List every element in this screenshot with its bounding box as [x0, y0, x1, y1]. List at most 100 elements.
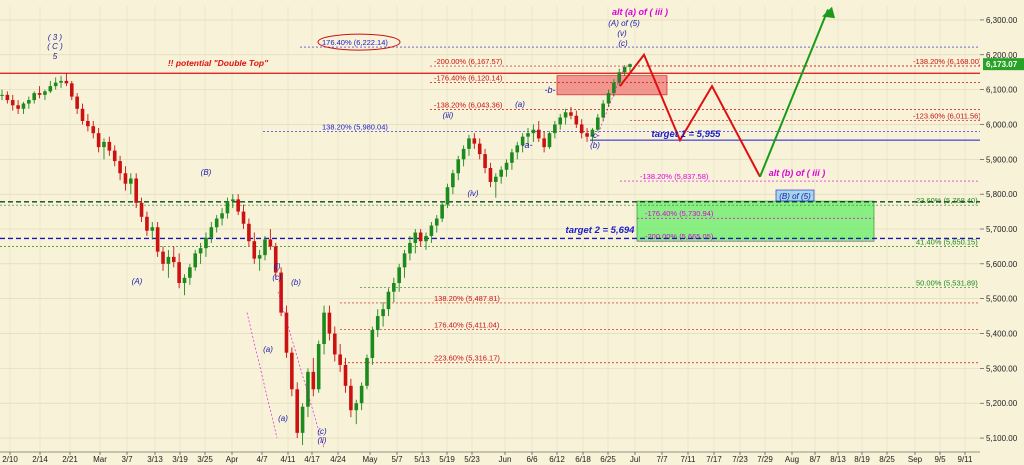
candle-body [279, 272, 283, 313]
candle-body [193, 253, 198, 268]
candle-body [150, 227, 155, 231]
candle-body [145, 216, 149, 231]
projection-red [619, 52, 761, 178]
y-axis: 6,300.00 6,200.00 6,100.00 6,000.00 5,900.00… [980, 0, 1024, 465]
candle-body [263, 239, 267, 256]
fib-label: -200.00% (5,665.05) [645, 232, 714, 241]
label-double-top: !! potential "Double Top" [168, 58, 269, 68]
candle-body [520, 136, 525, 146]
candle-body [204, 237, 208, 249]
candle-body [558, 117, 563, 125]
candle-body [499, 169, 503, 177]
label-v: (v) [617, 29, 627, 38]
candle-body [408, 242, 412, 254]
x-tick-label: 7/29 [757, 455, 773, 464]
candle-body [451, 173, 455, 188]
candle-body [472, 138, 477, 144]
candle-body [129, 178, 133, 184]
x-tick-label: 2/21 [62, 455, 78, 464]
grid [0, 6, 980, 452]
candle-body [257, 255, 262, 259]
fib-label: 138.20% (5,487.81) [434, 294, 500, 303]
candle-body [526, 133, 530, 137]
candle-body [354, 403, 359, 411]
candle-body [574, 115, 579, 125]
x-tick-label: 4/7 [256, 455, 268, 464]
x-tick-label: Aug [785, 455, 799, 464]
y-tick-label: 5,300.00 [986, 364, 1018, 373]
y-tick-label: 5,700.00 [986, 225, 1018, 234]
x-tick-label: 4/24 [330, 455, 346, 464]
x-tick-label: 9/11 [958, 455, 974, 464]
candle-body [418, 232, 423, 242]
last-price-label: 6,173.07 [986, 60, 1018, 69]
label-target-1: target 1 = 5,955 [652, 129, 722, 140]
candle-body [43, 91, 47, 95]
candle-body [166, 256, 171, 264]
label-a: (a) [515, 100, 525, 109]
label-alt-a: alt (a) of ( iii ) [612, 7, 668, 17]
candle-body [231, 199, 235, 202]
candle-body [590, 129, 595, 137]
x-tick-label: Mar [93, 455, 107, 464]
fib-label: -123.60% (6,011.56) [913, 111, 981, 120]
label-c: (c) [272, 273, 282, 282]
label-c-top: (c) [618, 39, 628, 48]
candle-body [381, 309, 385, 317]
x-tick-label: 5/19 [439, 455, 455, 464]
candle-body [21, 103, 26, 109]
y-axis-bg [980, 0, 1024, 465]
candle-body [536, 129, 541, 139]
candle-body [542, 138, 546, 148]
candle-body [601, 103, 605, 118]
x-tick-label: 9/5 [934, 455, 946, 464]
y-tick-label: 5,900.00 [986, 155, 1018, 164]
candle-body [510, 152, 514, 163]
candle-body [268, 239, 273, 247]
candle-body [316, 343, 321, 390]
fib-label: -200.00% (6,167.57) [434, 57, 503, 66]
candle-body [112, 150, 117, 162]
candle-body [53, 82, 58, 87]
x-tick-label: Jul [630, 455, 640, 464]
candle-body [16, 105, 20, 109]
candle-body [488, 168, 493, 182]
x-tick-label: 3/7 [121, 455, 133, 464]
last-price-tag [983, 58, 1024, 71]
candle-body [214, 218, 219, 228]
candle-body [547, 133, 552, 148]
candle-body [247, 223, 251, 242]
y-tick-label: 6,100.00 [986, 86, 1018, 95]
candle-body [504, 162, 509, 170]
candle-body [338, 354, 342, 365]
fib-label: 50.00% (5,531.89) [916, 279, 978, 288]
label-iii: (iii) [443, 111, 454, 120]
candle-body [515, 145, 520, 153]
y-tick-label: 6,200.00 [986, 51, 1018, 60]
x-axis: 2/10 2/14 2/21 Mar 3/7 3/13 3/19 3/25 Apr 4/7 4/11… [0, 451, 980, 464]
x-tick-label: 8/13 [830, 455, 846, 464]
candle-body [209, 227, 214, 238]
y-tick-label: 5,200.00 [986, 399, 1018, 408]
candle-body [397, 267, 401, 284]
candle-body [332, 333, 337, 355]
fib-label: -138.20% (6,043.36) [434, 100, 503, 109]
label-i: (i) [273, 262, 280, 271]
candle-body [225, 201, 230, 214]
channel-line [277, 291, 325, 449]
fib-label: 23.60% (5,768.40) [916, 196, 978, 205]
candle-body [273, 246, 278, 273]
candle-body [0, 94, 4, 96]
projection-arrowhead [822, 6, 835, 19]
candle-body [161, 251, 165, 264]
candle-body [392, 283, 396, 292]
fib-label: -138.20% (5,837.58) [640, 172, 709, 181]
candle-body [188, 267, 192, 278]
candle-body [48, 86, 53, 92]
candle-body [107, 141, 112, 151]
candle-body [134, 178, 138, 203]
x-tick-label: 5/23 [464, 455, 480, 464]
x-tick-label: May [362, 455, 377, 464]
candle-body [494, 176, 498, 182]
candle-body [628, 64, 632, 67]
